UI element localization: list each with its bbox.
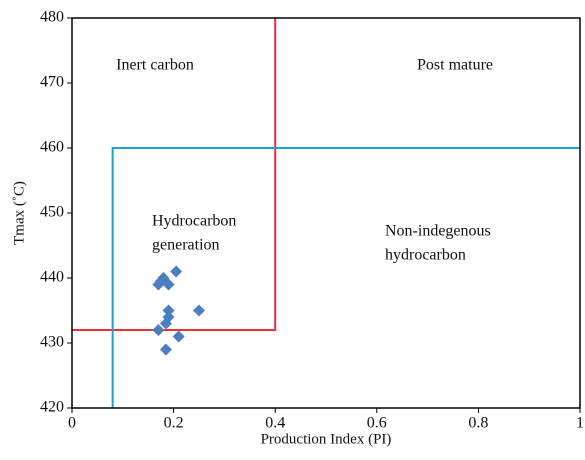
x-tick-label: 0.2	[164, 415, 184, 432]
x-tick-label: 0.4	[265, 415, 285, 432]
x-tick-label: 1	[576, 415, 584, 432]
x-tick-label: 0.6	[367, 415, 387, 432]
boundary-line	[111, 147, 580, 408]
region-label: Post mature	[417, 57, 493, 74]
data-point	[159, 343, 172, 356]
region-label: generation	[152, 237, 220, 254]
region-label: Non-indegenous	[385, 223, 491, 240]
region-label: Inert carbon	[116, 57, 194, 74]
data-point	[162, 278, 175, 291]
y-axis-label: Tmax (˚C)	[11, 181, 27, 245]
data-point	[172, 330, 185, 343]
plot-frame	[71, 17, 581, 409]
boundary-line	[72, 18, 277, 331]
y-tick-label: 480	[40, 9, 64, 26]
data-point	[170, 265, 183, 278]
data-point	[159, 317, 172, 330]
x-axis-label: Production Index (PI)	[261, 431, 392, 447]
data-point	[152, 324, 165, 336]
y-tick-label: 450	[40, 204, 64, 221]
y-tick-label: 470	[40, 74, 64, 91]
x-tick-label: 0.8	[468, 415, 488, 432]
y-tick-label: 430	[40, 334, 64, 351]
region-label: hydrocarbon	[385, 247, 466, 264]
y-tick-label: 420	[40, 399, 64, 416]
data-point	[193, 304, 205, 317]
y-tick-label: 460	[40, 139, 64, 156]
x-tick-label: 0	[68, 415, 76, 432]
region-label: Hydrocarbon	[152, 213, 236, 230]
data-point	[162, 304, 175, 317]
y-tick-label: 440	[40, 269, 64, 286]
